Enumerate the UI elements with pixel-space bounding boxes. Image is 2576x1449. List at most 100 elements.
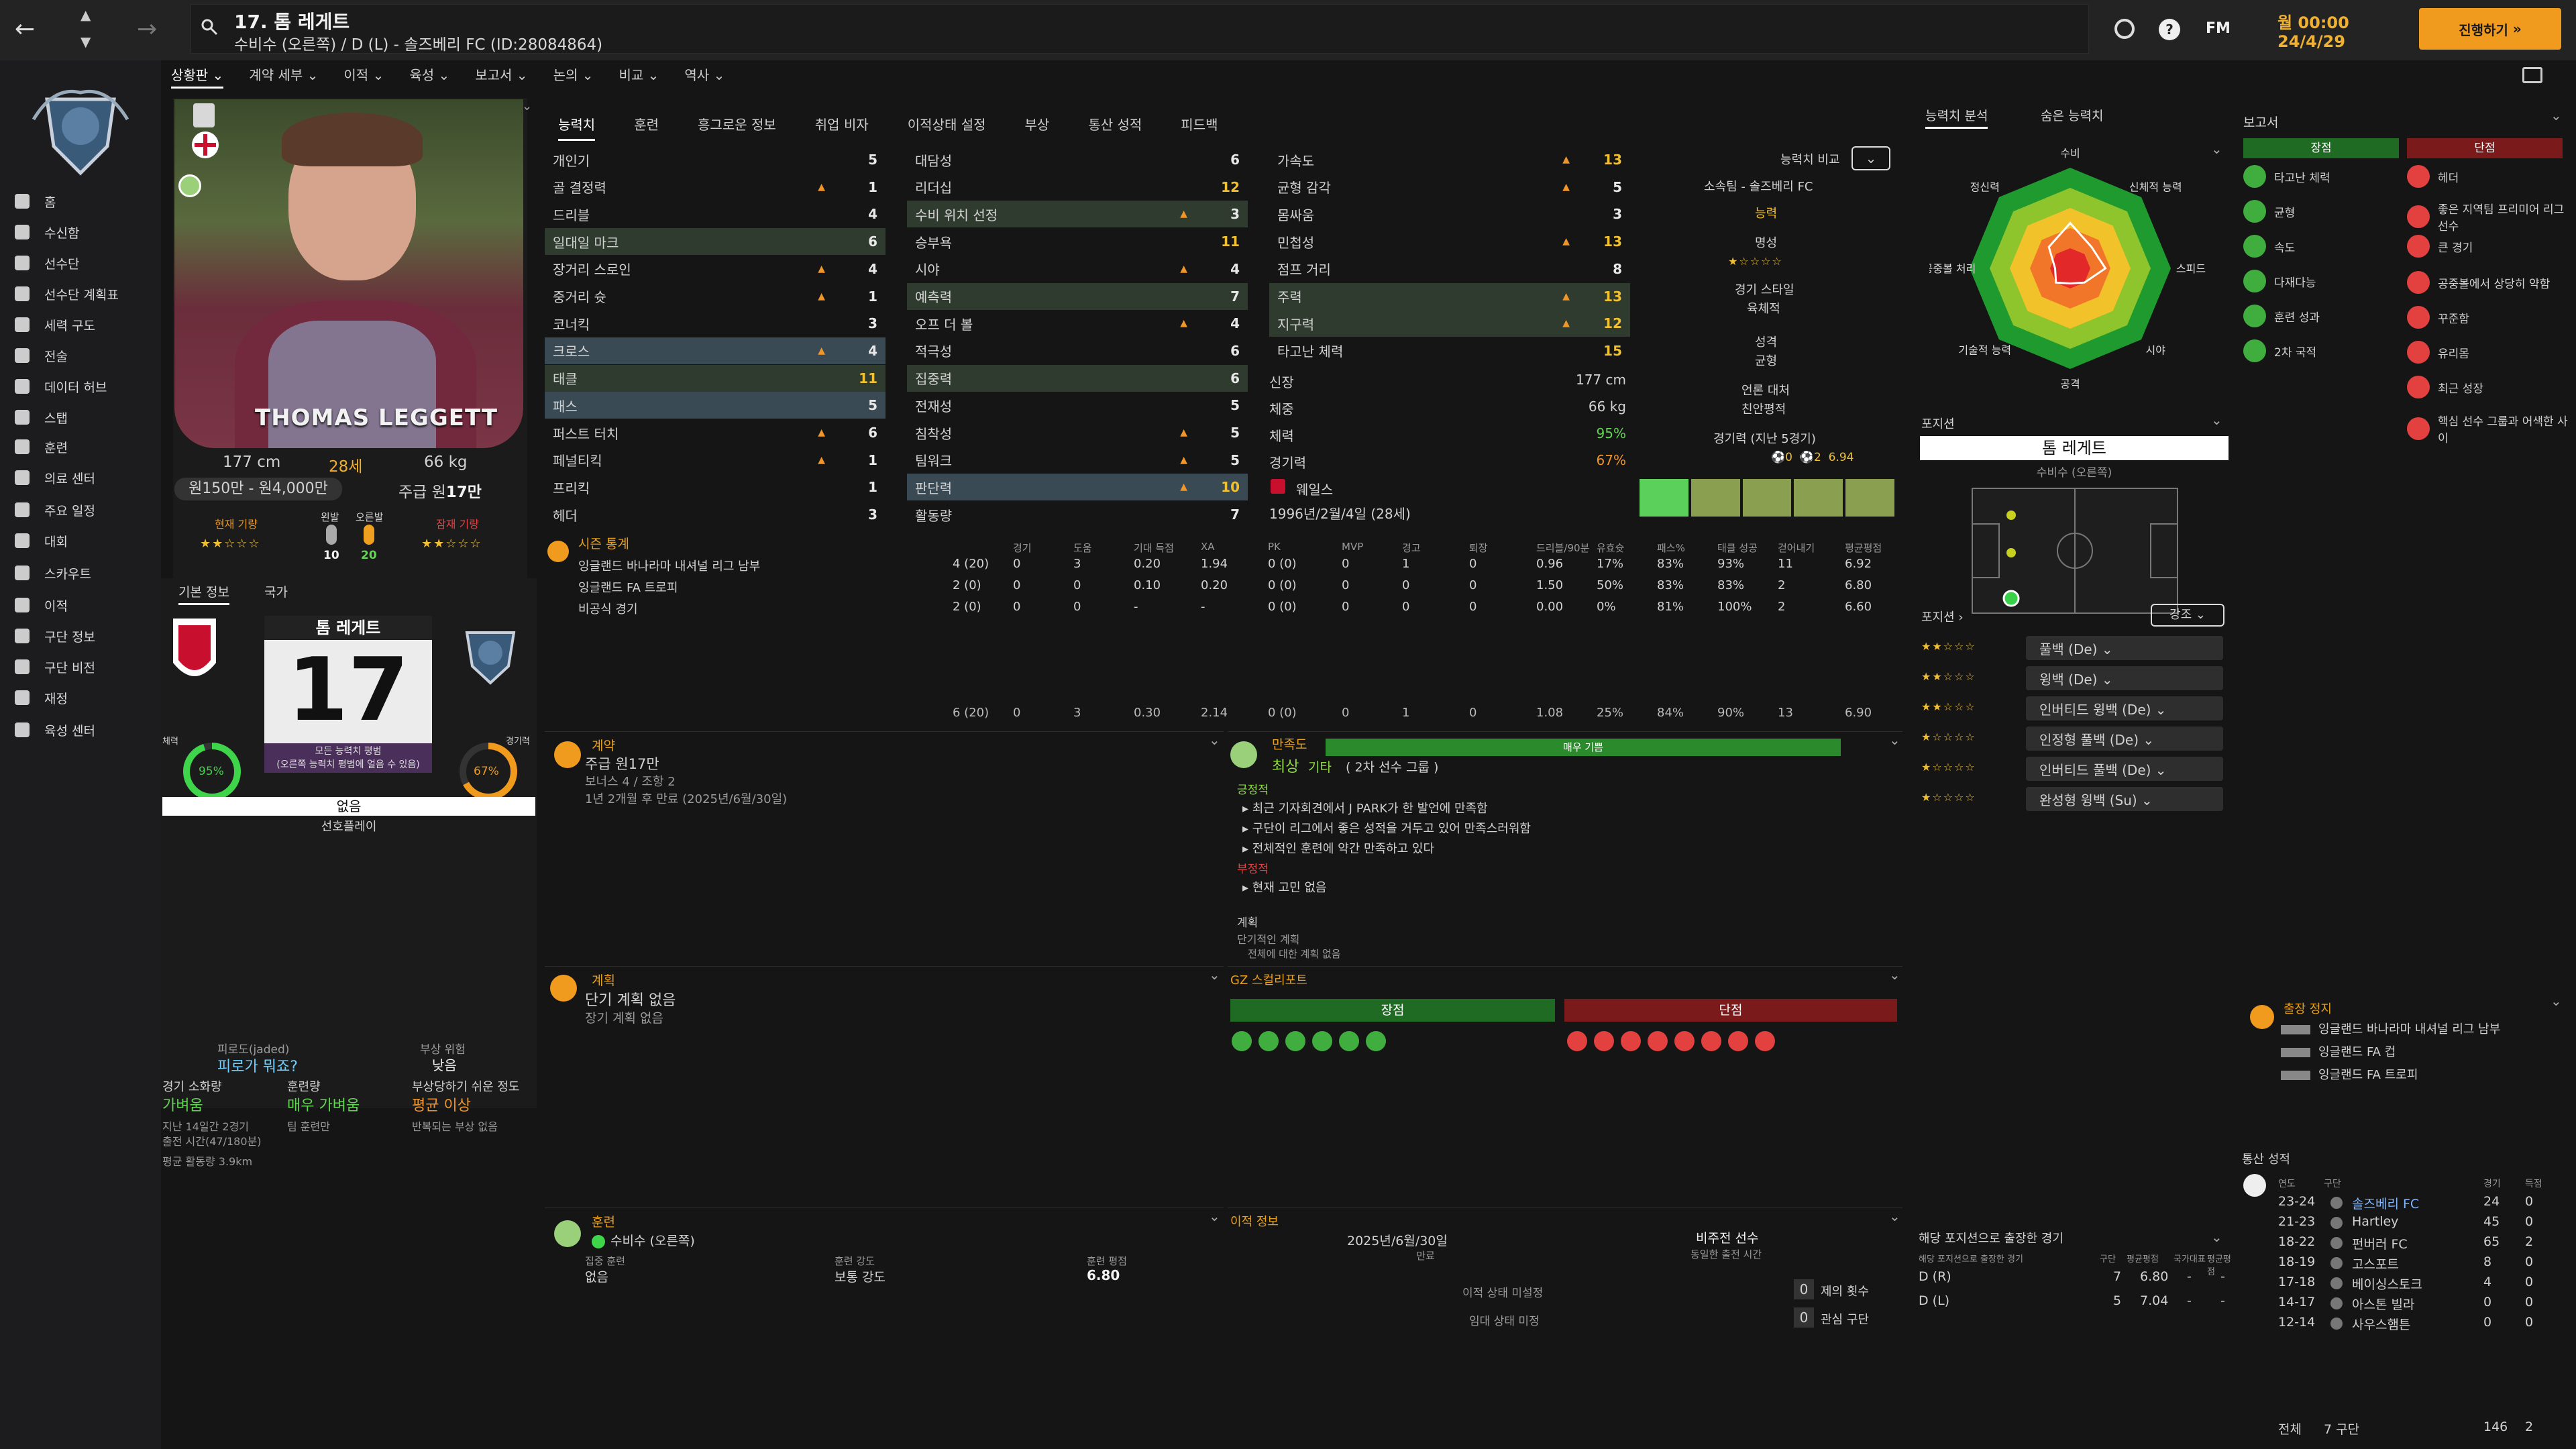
compare-dropdown[interactable]: ⌄ [1851,146,1890,170]
fm-logo[interactable]: FM [2206,20,2231,37]
sub-tabs: 상황판 ⌄ 계약 세부 ⌄ 이적 ⌄ 육성 ⌄ 보고서 ⌄ 논의 ⌄ 비교 ⌄ 역사 ⌄ [171,64,724,89]
contract-title[interactable]: 계약 [592,739,615,753]
sub-tab[interactable]: 이적 ⌄ [343,67,384,83]
career-club[interactable]: 고스포트 [2352,1257,2399,1272]
attribute-tab[interactable]: 흥그로운 정보 [698,117,776,133]
help-icon[interactable]: ? [2159,19,2180,40]
sidebar-item[interactable]: 선수단 [15,250,79,276]
sidebar-item[interactable]: 홈 [15,188,56,215]
sidebar-item[interactable]: 이적 [15,592,68,619]
attribute-tab[interactable]: 피드백 [1181,117,1218,133]
tab-attribute-analysis[interactable]: 능력치 분석 [1925,106,1988,129]
transfer-title[interactable]: 이적 정보 [1230,1215,1279,1229]
suspension-dropdown-icon[interactable]: ⌄ [2551,993,2562,1009]
role-row[interactable]: ★★☆☆☆ 윙백 (De) ⌄ [1916,665,2231,692]
bio-dob: 1996년/2월/4일 (28세) [1269,506,1411,522]
role-row[interactable]: ★★☆☆☆ 풀백 (De) ⌄ [1916,635,2231,661]
career-club[interactable]: 사우스햄튼 [2352,1318,2411,1332]
sidebar-item[interactable]: 육성 센터 [15,716,95,743]
sidebar-item[interactable]: 데이터 허브 [15,373,107,400]
sub-tab[interactable]: 상황판 ⌄ [171,64,224,89]
attribute-tab[interactable]: 취업 비자 [814,117,869,133]
scout-panel: GZ 스컬리포트 장점 단점 ⌄ [1228,966,1902,1060]
career-club[interactable]: 솔즈베리 FC [2352,1197,2420,1212]
sidebar-item[interactable]: 주요 일정 [15,496,95,523]
tab-basic-info[interactable]: 기본 정보 [178,582,229,605]
role-dropdown[interactable]: 윙백 (De) ⌄ [2026,666,2223,690]
sub-tab[interactable]: 계약 세부 ⌄ [249,67,319,83]
report-dropdown-icon[interactable]: ⌄ [2551,107,2562,123]
tab-hidden-attributes[interactable]: 숨은 능력치 [2041,109,2104,123]
right-foot-value: 20 [361,549,377,562]
sidebar-item[interactable]: 구단 비전 [15,653,95,680]
role-row[interactable]: ★★☆☆☆ 인버티드 윙백 (De) ⌄ [1916,695,2231,722]
contract-expand-icon[interactable]: ⌄ [1209,732,1220,748]
role-dropdown[interactable]: 풀백 (De) ⌄ [2026,636,2223,660]
sidebar-item[interactable]: 스탭 [15,404,68,431]
role-dropdown[interactable]: 인정형 풀백 (De) ⌄ [2026,727,2223,751]
apps-dropdown-icon[interactable]: ⌄ [2211,1229,2222,1245]
current-ability-stars: ★★☆☆☆ [200,537,261,551]
attribute-tab[interactable]: 통산 성적 [1088,117,1142,133]
training-title[interactable]: 훈련 [592,1215,615,1230]
career-club[interactable]: 펀버러 FC [2352,1237,2408,1252]
position-dropdown-icon[interactable]: ⌄ [2211,412,2222,428]
forward-button[interactable]: → [137,15,158,43]
scout-expand-icon[interactable]: ⌄ [1889,967,1900,983]
sidebar-item[interactable]: 구단 정보 [15,623,95,649]
gear-icon[interactable] [2114,19,2135,39]
continue-button[interactable]: 진행하기 » [2419,8,2561,50]
search-box[interactable]: 17. 톰 레게트 수비수 (오른쪽) / D (L) - 솔즈베리 FC (I… [191,4,2089,54]
collapse-icon[interactable]: ⌄ [522,99,533,113]
sub-tab[interactable]: 역사 ⌄ [684,67,725,83]
sub-tab[interactable]: 비교 ⌄ [619,67,659,83]
attribute-row: 골 결정력 ▲ 1 [545,174,885,201]
distance-text: 평균 활동량 3.9km [162,1155,253,1168]
plan-title[interactable]: 계획 [592,973,615,988]
sidebar-item[interactable]: 수신함 [15,219,79,246]
radar-dropdown-icon[interactable]: ⌄ [2211,141,2222,157]
season-total: 0.30 [1134,706,1161,720]
sidebar-item[interactable]: 스카우트 [15,559,91,586]
sidebar-item[interactable]: 대회 [15,527,68,554]
sub-tab[interactable]: 육성 ⌄ [409,67,450,83]
attribute-tab[interactable]: 훈련 [634,117,659,133]
happiness-expand-icon[interactable]: ⌄ [1889,732,1900,748]
attribute-tab[interactable]: 이적상태 설정 [907,117,986,133]
role-row[interactable]: ★☆☆☆☆ 완성형 윙백 (Su) ⌄ [1916,786,2231,812]
scout-title[interactable]: GZ 스컬리포트 [1230,973,1307,987]
down-arrow-icon[interactable]: ▼ [80,34,91,50]
sub-tab[interactable]: 보고서 ⌄ [475,67,528,83]
role-dropdown[interactable]: 완성형 윙백 (Su) ⌄ [2026,787,2223,811]
sidebar-item[interactable]: 전술 [15,342,68,369]
season-header: 드리블/90분 [1536,542,1590,554]
role-row[interactable]: ★☆☆☆☆ 인버티드 풀백 (De) ⌄ [1916,755,2231,782]
sub-tab[interactable]: 논의 ⌄ [553,67,594,83]
attribute-name: 수비 위치 선정 [915,207,998,223]
sidebar-item[interactable]: 세력 구도 [15,311,95,338]
sidebar-item[interactable]: 선수단 계획표 [15,280,119,307]
attribute-tab[interactable]: 부상 [1024,117,1050,133]
role-dropdown[interactable]: 인버티드 풀백 (De) ⌄ [2026,757,2223,781]
season-title[interactable]: 시즌 통계 [578,537,629,551]
role-select[interactable]: 강조 ⌄ [2151,604,2224,627]
career-club[interactable]: 베이싱스토크 [2352,1277,2422,1292]
plan-expand-icon[interactable]: ⌄ [1209,967,1220,983]
role-dropdown[interactable]: 인버티드 윙백 (De) ⌄ [2026,696,2223,720]
career-club[interactable]: Hartley [2352,1214,2399,1229]
sidebar-item[interactable]: 의료 센터 [15,464,95,491]
transfer-expand-icon[interactable]: ⌄ [1889,1208,1900,1224]
sidebar-item[interactable]: 재정 [15,684,68,711]
role-row[interactable]: ★☆☆☆☆ 인정형 풀백 (De) ⌄ [1916,725,2231,752]
tab-nation[interactable]: 국가 [264,585,288,600]
attribute-value: 4 [868,342,877,359]
attribute-row: 수비 위치 선정 ▲ 3 [907,201,1248,228]
happiness-title[interactable]: 만족도 [1272,737,1307,752]
back-button[interactable]: ← [15,15,36,43]
attribute-tab[interactable]: 능력치 [558,114,596,141]
training-expand-icon[interactable]: ⌄ [1209,1208,1220,1224]
sidebar-item[interactable]: 훈련 [15,433,68,460]
up-arrow-icon[interactable]: ▲ [80,7,91,23]
layout-icon[interactable] [2522,67,2542,83]
career-club[interactable]: 아스톤 빌라 [2352,1297,2415,1312]
